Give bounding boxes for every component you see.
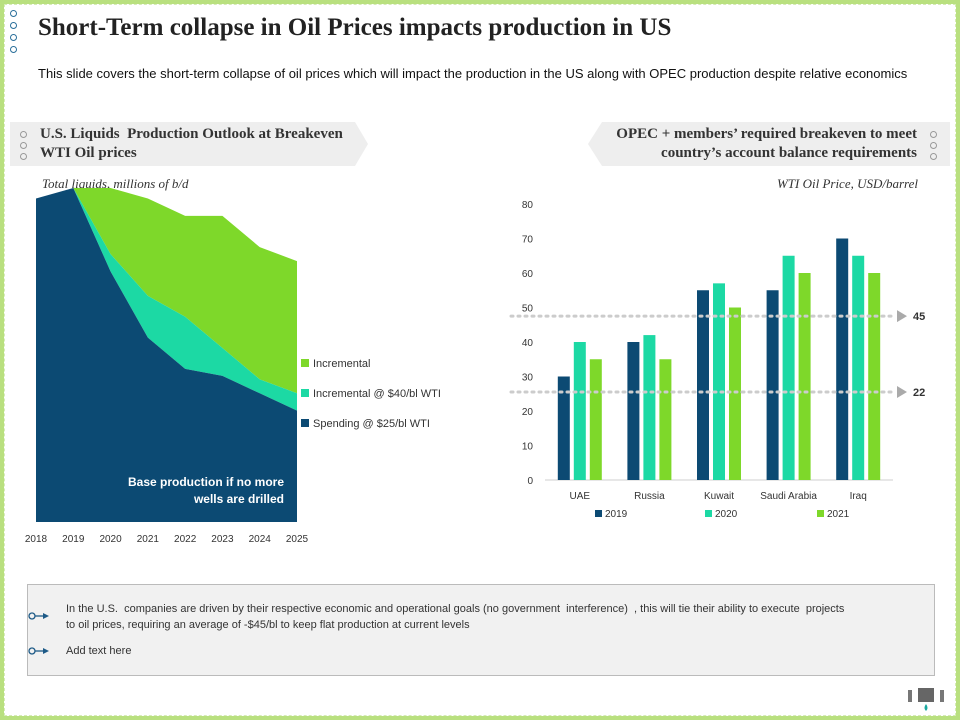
area-series-incremental-40-bl-wti: [36, 188, 297, 411]
y-tick-label: 40: [522, 338, 534, 349]
y-tick-label: 50: [522, 304, 534, 315]
legend-swatch: [817, 510, 824, 517]
x-tick-label: 2025: [286, 534, 309, 545]
left-section-banner: U.S. Liquids Production Outlook at Break…: [10, 122, 368, 166]
note-1-line1: In the U.S. companies are driven by thei…: [66, 603, 845, 615]
bar-2019-kuwait: [697, 290, 709, 480]
category-label: UAE: [570, 491, 591, 502]
x-tick-label: 2022: [174, 534, 197, 545]
y-tick-label: 20: [522, 407, 534, 418]
note-1-line2: to oil prices, requiring an average of -…: [66, 619, 470, 631]
legend-swatch: [301, 419, 309, 427]
page-subtitle: This slide covers the short-term collaps…: [38, 66, 908, 81]
right-section-banner: OPEC + members’ required breakeven to me…: [588, 122, 950, 166]
x-tick-label: 2018: [25, 534, 48, 545]
bar-2021-kuwait: [729, 307, 741, 480]
bar-2019-iraq: [836, 238, 849, 480]
legend-label: Incremental @ $40/bl WTI: [313, 388, 441, 400]
legend-label: 2020: [715, 509, 738, 520]
x-tick-label: 2024: [249, 534, 272, 545]
y-tick-label: 0: [527, 476, 533, 487]
y-tick-label: 70: [522, 235, 534, 246]
x-tick-label: 2023: [211, 534, 234, 545]
bar-2019-russia: [627, 342, 640, 480]
legend-swatch: [301, 359, 309, 367]
bar-2019-saudi-arabia: [766, 290, 779, 480]
bar-2021-saudi-arabia: [798, 273, 811, 480]
category-label: Saudi Arabia: [760, 491, 817, 502]
bar-2020-iraq: [852, 255, 865, 480]
bar-2020-russia: [643, 335, 656, 480]
bar-2020-uae: [573, 342, 586, 480]
left-axis-caption: Total liquids, millions of b/d: [42, 176, 189, 191]
bar-2020-kuwait: [713, 283, 725, 480]
left-banner-line1: U.S. Liquids Production Outlook at Break…: [40, 126, 343, 142]
legend-label: 2019: [605, 509, 628, 520]
category-label: Kuwait: [704, 491, 734, 502]
legend-swatch: [301, 389, 309, 397]
arrow-bullet-icon: [28, 647, 49, 655]
note-2-text[interactable]: Add text here: [66, 645, 132, 657]
slide-nav-icon[interactable]: [908, 688, 948, 712]
area-series-incremental: [36, 188, 297, 394]
production-area-chart: 2018 2019 2020 2021 2022 2023 2024 2025 Incremen…: [25, 188, 441, 545]
right-banner-line2: country’s account balance requirements: [661, 145, 917, 161]
category-label: Russia: [634, 491, 665, 502]
base-note-line2: wells are drilled: [193, 492, 284, 506]
bar-2021-iraq: [868, 273, 881, 480]
bar-2019-uae: [557, 376, 570, 480]
y-tick-label: 80: [522, 200, 534, 211]
y-tick-label: 60: [522, 269, 534, 280]
legend-swatch: [595, 510, 602, 517]
x-tick-label: 2019: [62, 534, 85, 545]
x-tick-label: 2020: [99, 534, 122, 545]
bar-2021-uae: [589, 359, 602, 480]
legend-label: Spending @ $25/bl WTI: [313, 418, 430, 430]
breakeven-bar-chart: 0 10 20 30 40 50 60 70 80 UAE Russia Kuwait Saudi Ar…: [509, 200, 925, 520]
bar-2021-russia: [659, 359, 672, 480]
right-banner-line1: OPEC + members’ required breakeven to me…: [616, 126, 917, 142]
legend-label: Incremental: [313, 358, 370, 370]
category-label: Iraq: [850, 491, 867, 502]
decorative-dots: [10, 10, 17, 58]
reference-label: 45: [913, 311, 925, 323]
legend-label: 2021: [827, 509, 850, 520]
left-banner-line2: WTI Oil prices: [40, 145, 137, 161]
note-item: Add text here: [28, 643, 132, 659]
legend-swatch: [705, 510, 712, 517]
page-title: Short-Term collapse in Oil Prices impact…: [38, 14, 672, 41]
y-tick-label: 30: [522, 373, 534, 384]
y-tick-label: 10: [522, 442, 534, 453]
arrow-bullet-icon: [28, 612, 49, 620]
x-tick-label: 2021: [137, 534, 160, 545]
banner-dots-icon: [20, 131, 27, 164]
note-item: In the U.S. companies are driven by thei…: [28, 601, 845, 633]
banner-dots-icon: [930, 131, 937, 164]
right-axis-caption: WTI Oil Price, USD/barrel: [776, 176, 918, 191]
reference-arrow-icon: [897, 386, 907, 399]
area-series-spending-25-bl-wti: [36, 188, 297, 522]
notes-box: In the U.S. companies are driven by thei…: [27, 584, 935, 676]
base-note-line1: Base production if no more: [128, 475, 284, 489]
reference-label: 22: [913, 387, 925, 399]
bar-2020-saudi-arabia: [782, 255, 795, 480]
slide-inner-border: [4, 4, 956, 716]
reference-arrow-icon: [897, 310, 907, 323]
